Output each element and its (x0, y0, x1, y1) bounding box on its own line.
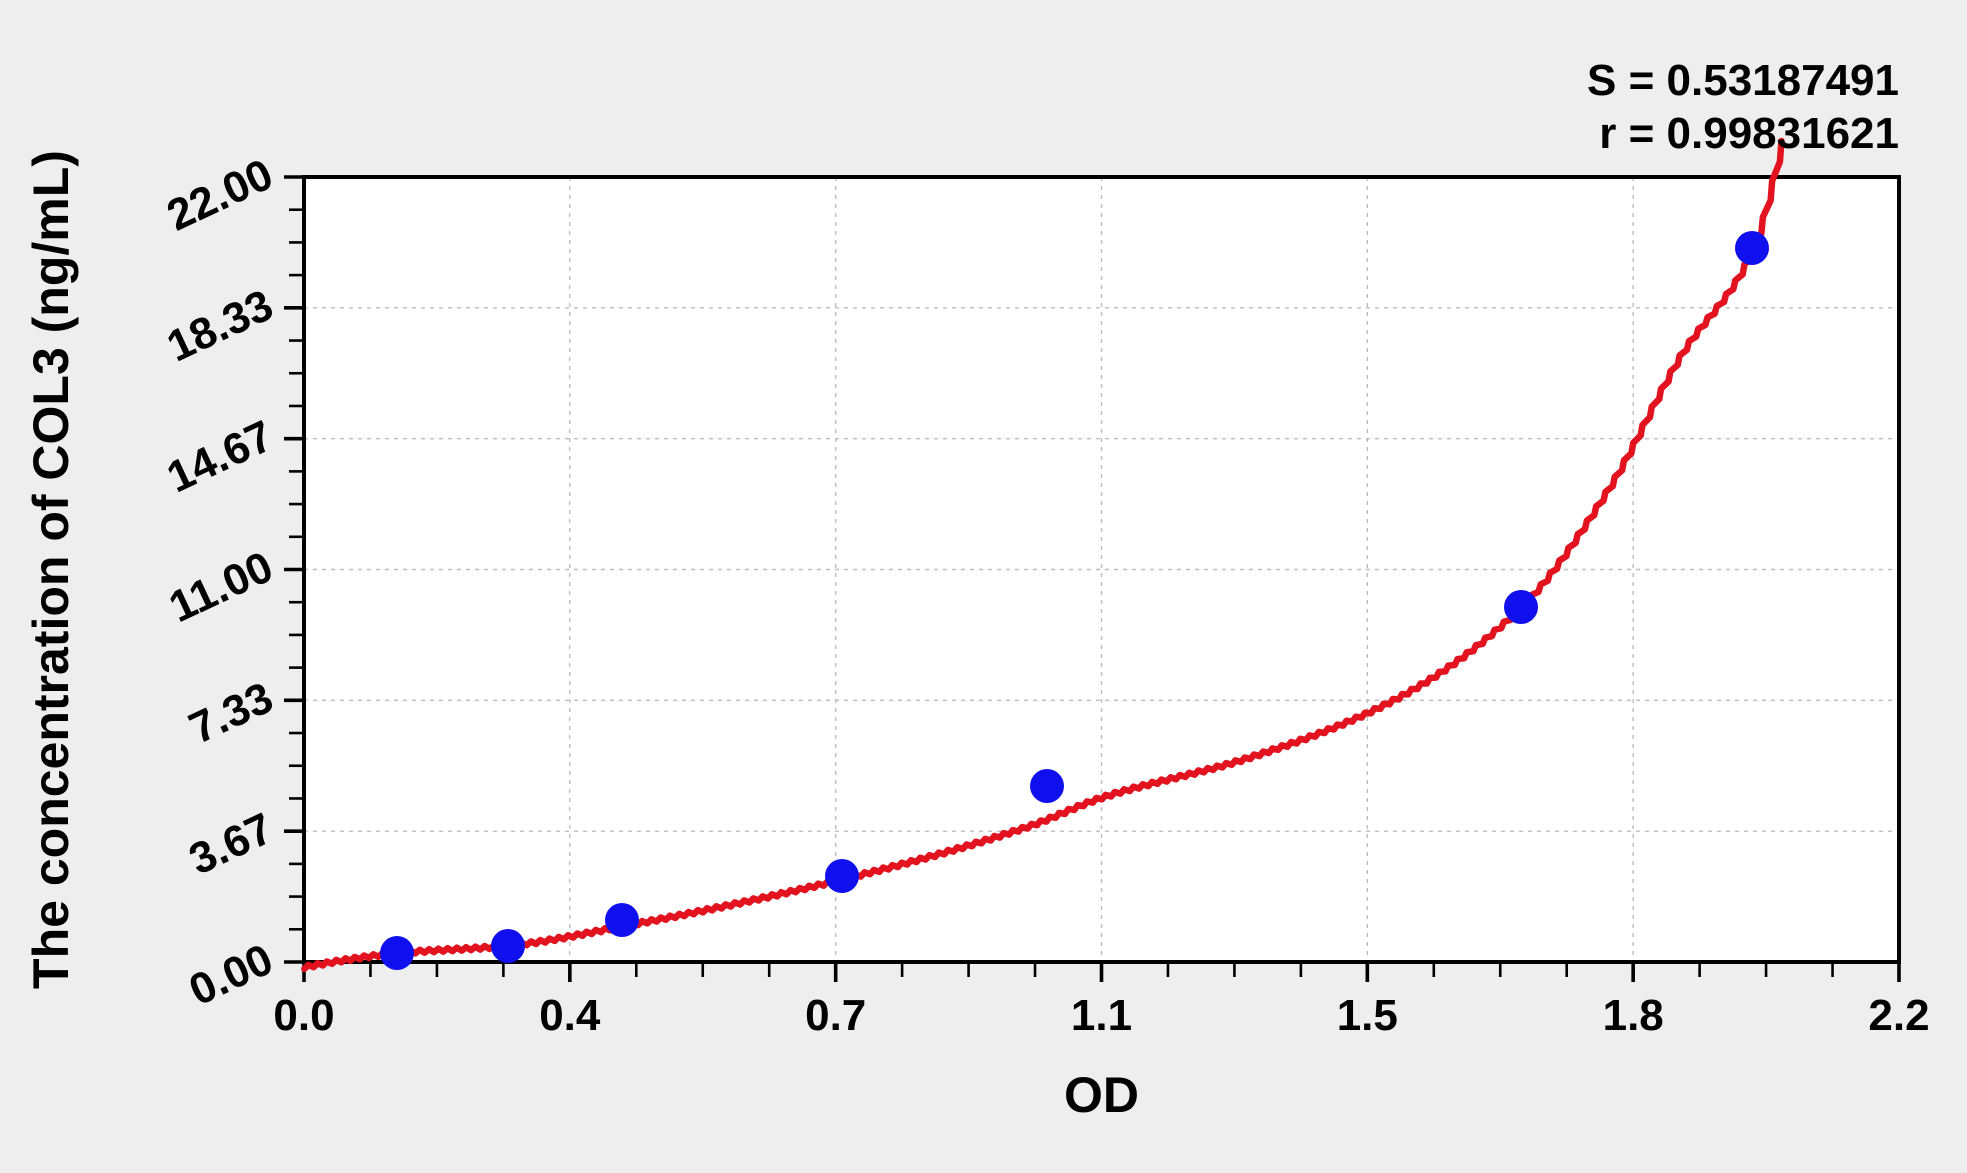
svg-text:r = 0.99831621: r = 0.99831621 (1599, 109, 1899, 158)
svg-text:0.7: 0.7 (805, 991, 866, 1040)
svg-text:2.2: 2.2 (1868, 991, 1929, 1040)
svg-text:0.4: 0.4 (539, 991, 601, 1040)
svg-text:1.8: 1.8 (1603, 991, 1664, 1040)
svg-text:0.0: 0.0 (273, 991, 334, 1040)
svg-text:OD: OD (1064, 1067, 1139, 1123)
svg-text:1.5: 1.5 (1337, 991, 1398, 1040)
svg-text:1.1: 1.1 (1071, 991, 1132, 1040)
svg-text:S = 0.53187491: S = 0.53187491 (1587, 56, 1899, 105)
svg-text:The concentration of COL3 (ng/: The concentration of COL3 (ng/mL) (23, 150, 79, 989)
